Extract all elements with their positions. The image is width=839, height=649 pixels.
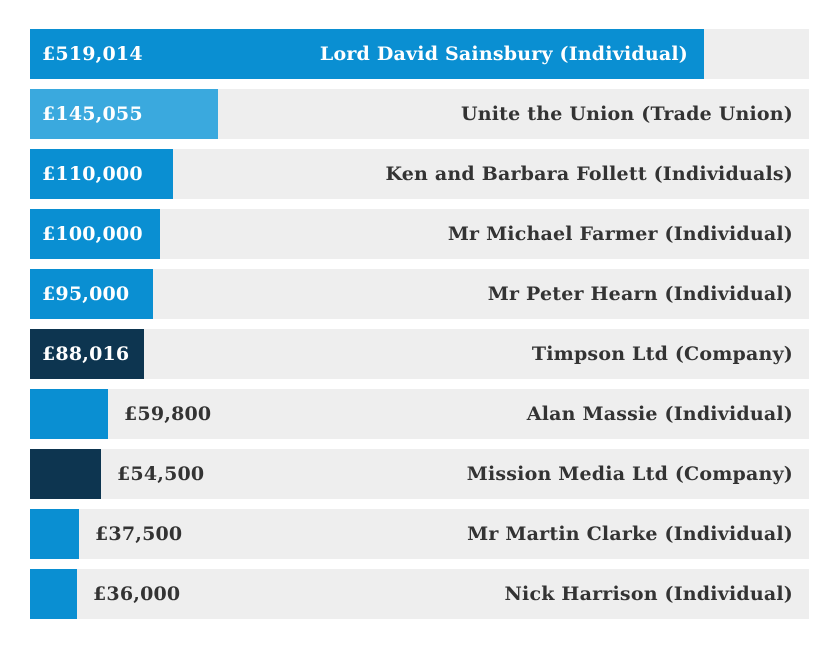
bar bbox=[30, 329, 144, 379]
category-label: Mr Martin Clarke (Individual) bbox=[467, 523, 793, 545]
bar-row: £100,000 Mr Michael Farmer (Individual) bbox=[30, 209, 809, 259]
category-label: Ken and Barbara Follett (Individuals) bbox=[385, 163, 793, 185]
bar bbox=[30, 449, 101, 499]
category-label: Timpson Ltd (Company) bbox=[531, 343, 793, 365]
bar-row: £59,800 Alan Massie (Individual) bbox=[30, 389, 809, 439]
bar bbox=[30, 89, 218, 139]
bar bbox=[30, 509, 79, 559]
bar-row: £95,000 Mr Peter Hearn (Individual) bbox=[30, 269, 809, 319]
bar-row: £36,000 Nick Harrison (Individual) bbox=[30, 569, 809, 619]
value-label: £54,500 bbox=[117, 463, 205, 485]
bar-row: £110,000 Ken and Barbara Follett (Individ… bbox=[30, 149, 809, 199]
value-label: £145,055 bbox=[42, 103, 143, 125]
category-label: Lord David Sainsbury (Individual) bbox=[319, 43, 688, 65]
value-label: £88,016 bbox=[42, 343, 130, 365]
category-label: Alan Massie (Individual) bbox=[526, 403, 793, 425]
bar-row: £54,500 Mission Media Ltd (Company) bbox=[30, 449, 809, 499]
value-label: £95,000 bbox=[42, 283, 130, 305]
bar-row: £37,500 Mr Martin Clarke (Individual) bbox=[30, 509, 809, 559]
bar bbox=[30, 389, 108, 439]
value-label: £100,000 bbox=[42, 223, 143, 245]
bar bbox=[30, 149, 173, 199]
category-label: Mr Michael Farmer (Individual) bbox=[447, 223, 793, 245]
bar bbox=[30, 29, 704, 79]
bar bbox=[30, 569, 77, 619]
bar-row: £519,014 Lord David Sainsbury (Individual… bbox=[30, 29, 809, 79]
value-label: £37,500 bbox=[95, 523, 183, 545]
bar-row: £88,016 Timpson Ltd (Company) bbox=[30, 329, 809, 379]
value-label: £110,000 bbox=[42, 163, 143, 185]
bar bbox=[30, 209, 160, 259]
bar-row: £145,055 Unite the Union (Trade Union) bbox=[30, 89, 809, 139]
value-label: £519,014 bbox=[42, 43, 143, 65]
category-label: Nick Harrison (Individual) bbox=[504, 583, 793, 605]
value-label: £36,000 bbox=[93, 583, 181, 605]
category-label: Mission Media Ltd (Company) bbox=[466, 463, 793, 485]
bar bbox=[30, 269, 153, 319]
category-label: Unite the Union (Trade Union) bbox=[460, 103, 793, 125]
category-label: Mr Peter Hearn (Individual) bbox=[487, 283, 793, 305]
value-label: £59,800 bbox=[124, 403, 212, 425]
